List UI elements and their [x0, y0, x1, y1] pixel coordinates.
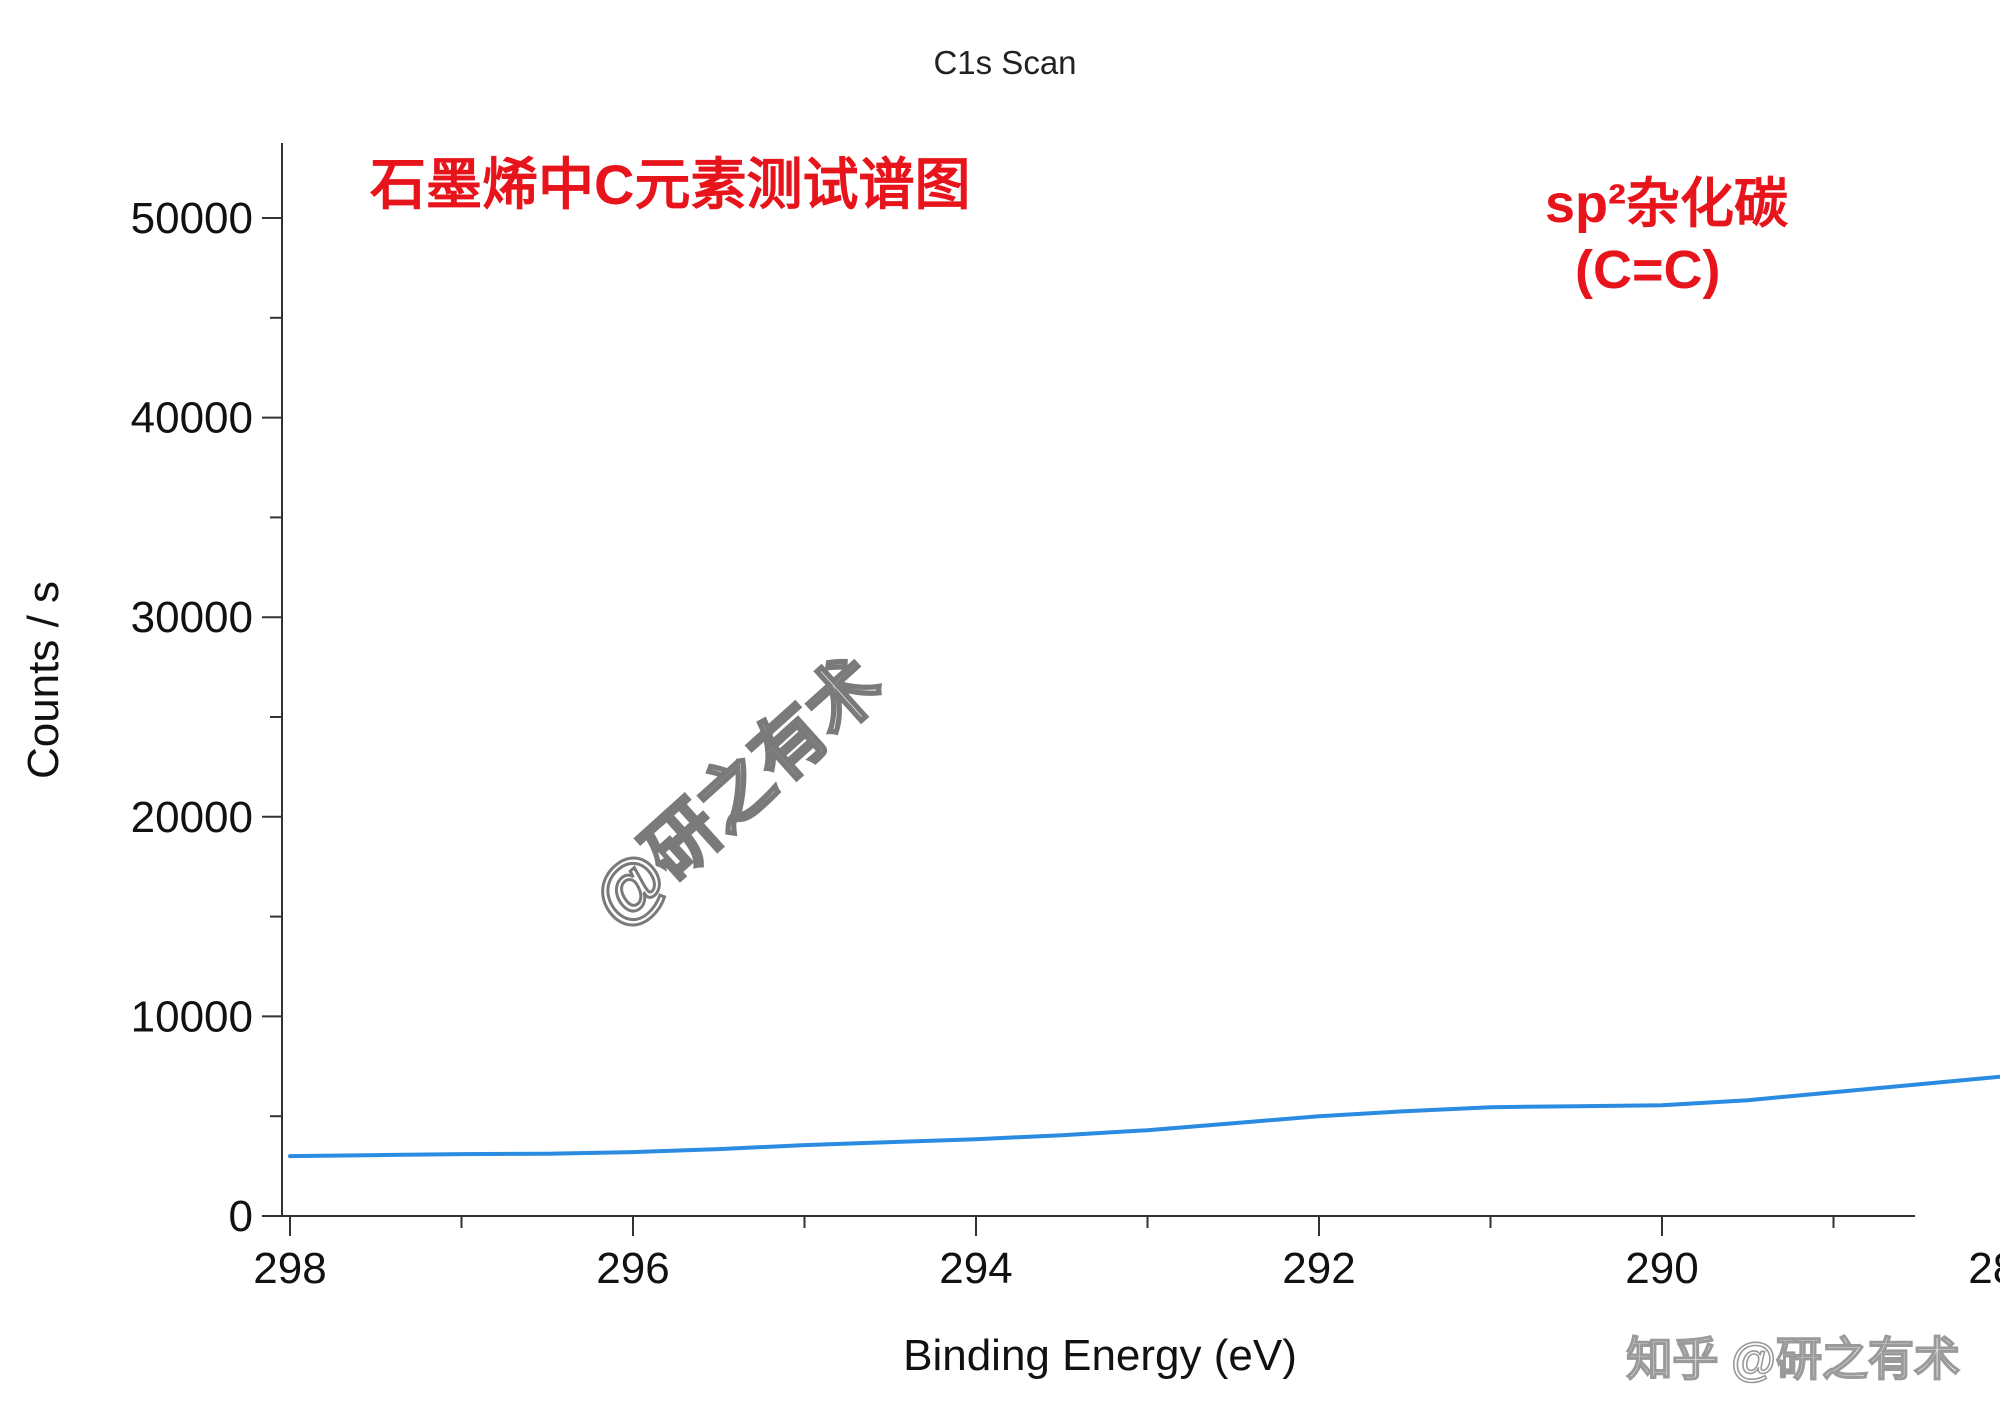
annotation-title: 石墨烯中C元素测试谱图	[370, 153, 970, 216]
x-tick-label: 298	[253, 1244, 326, 1293]
y-tick-label: 20000	[131, 793, 253, 842]
chart-title: C1s Scan	[933, 44, 1076, 81]
annotation-sp2: sp²杂化碳	[1545, 174, 1789, 234]
corner-watermark: 知乎 @研之有术	[1626, 1333, 1960, 1385]
plot-area	[288, 1074, 2000, 1159]
y-axis-label: Counts / s	[19, 581, 68, 779]
y-tick-label: 50000	[131, 194, 253, 243]
x-tick-label: 294	[939, 1244, 1012, 1293]
y-tick-label: 0	[229, 1192, 253, 1241]
y-ticks: 0 10000 20000 30000 40000 50000	[131, 194, 282, 1241]
x-tick-label: 288	[1968, 1244, 2000, 1293]
watermark-text: @研之有术	[577, 643, 897, 942]
y-tick-label: 40000	[131, 394, 253, 443]
y-tick-label: 10000	[131, 992, 253, 1041]
x-ticks: 298296294292290288286284282	[253, 1216, 2000, 1293]
series-line-c1s	[288, 1074, 2000, 1159]
y-tick-label: 30000	[131, 593, 253, 642]
x-axis-label: Binding Energy (eV)	[903, 1331, 1297, 1380]
annotation-cc: (C=C)	[1575, 240, 1721, 300]
axes	[281, 143, 1915, 1217]
x-tick-label: 292	[1282, 1244, 1355, 1293]
x-tick-label: 296	[596, 1244, 669, 1293]
x-tick-label: 290	[1625, 1244, 1698, 1293]
